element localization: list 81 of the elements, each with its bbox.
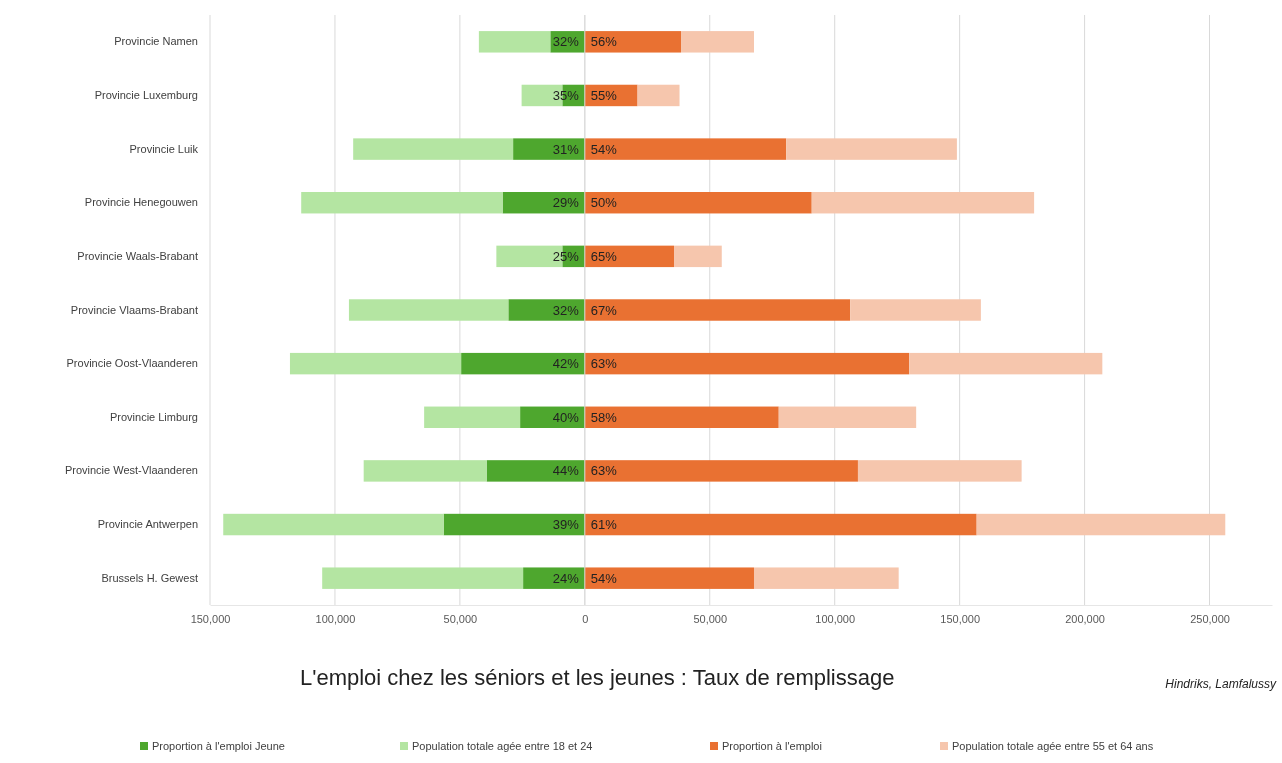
y-tick-label: Provincie Henegouwen xyxy=(84,196,198,209)
bar xyxy=(584,352,910,375)
annotation: 67% xyxy=(590,302,618,318)
annotation: 32% xyxy=(552,34,580,50)
annotation: 29% xyxy=(552,195,580,211)
annotation: 42% xyxy=(552,356,580,372)
annotation: 31% xyxy=(552,141,580,157)
bar xyxy=(584,513,977,536)
y-tick-label: Provincie Vlaams-Brabant xyxy=(70,303,198,316)
bar xyxy=(637,84,680,107)
annotation: 50% xyxy=(590,195,618,211)
legend-label: Proportion à l'emploi Jeune xyxy=(152,740,285,752)
bar xyxy=(753,567,899,589)
bar xyxy=(353,138,514,160)
text: Hindriks, Lamfalussy xyxy=(1165,677,1277,691)
bar xyxy=(584,299,851,321)
bar xyxy=(508,299,585,321)
annotation: 65% xyxy=(590,248,618,264)
bar xyxy=(289,352,462,375)
bar xyxy=(584,406,779,428)
annotation: 55% xyxy=(590,88,618,103)
annotation: 61% xyxy=(590,517,618,533)
bar xyxy=(523,567,585,589)
x-tick-label: 150,000 xyxy=(190,612,231,625)
x-tick-label: 250,000 xyxy=(1190,612,1230,625)
bar xyxy=(681,31,754,53)
legend-label: Proportion à l'emploi xyxy=(722,740,822,752)
bar xyxy=(584,567,754,589)
y-tick-label: Provincie Antwerpen xyxy=(97,518,198,531)
bar xyxy=(786,138,957,160)
legend-label: Population totale agée entre 18 et 24 xyxy=(412,740,593,752)
x-tick-label: 100,000 xyxy=(315,612,356,625)
annotation: 40% xyxy=(552,409,580,425)
bar xyxy=(478,31,551,53)
bar xyxy=(513,138,585,160)
x-tick-label: 0 xyxy=(582,612,589,625)
bar xyxy=(223,513,444,536)
x-tick-label: 50,000 xyxy=(693,612,728,625)
y-tick-label: Provincie Luik xyxy=(129,142,199,155)
legend-label: Population totale agée entre 55 et 64 ans xyxy=(952,740,1154,752)
x-tick-label: 100,000 xyxy=(815,612,856,625)
bar xyxy=(363,460,487,482)
bar xyxy=(348,299,509,321)
bar xyxy=(424,406,521,428)
annotation: 63% xyxy=(590,356,618,372)
text: L'emploi chez les séniors et les jeunes : Taux de remplissage xyxy=(300,665,895,690)
annotation: 44% xyxy=(552,463,580,479)
x-tick-label: 50,000 xyxy=(443,612,478,625)
annotation: 54% xyxy=(590,141,618,157)
annotation: 56% xyxy=(590,34,618,50)
bar xyxy=(461,352,585,375)
bar xyxy=(584,192,812,214)
bar xyxy=(301,192,503,214)
bar xyxy=(857,460,1022,482)
bar xyxy=(909,352,1103,375)
y-tick-label: Provincie Luxemburg xyxy=(94,88,198,101)
bar xyxy=(850,299,981,321)
annotation: 63% xyxy=(590,463,618,479)
bar xyxy=(674,245,722,268)
bar xyxy=(486,460,585,482)
y-tick-label: Provincie West-Vlaanderen xyxy=(64,464,198,477)
bar xyxy=(584,138,787,160)
annotation: 58% xyxy=(590,409,618,425)
x-tick-label: 150,000 xyxy=(940,612,981,625)
y-tick-label: Provincie Limburg xyxy=(109,410,198,423)
annotation: 24% xyxy=(552,570,580,586)
bar xyxy=(811,192,1035,214)
y-tick-label: Provincie Namen xyxy=(114,35,198,48)
x-tick-label: 200,000 xyxy=(1065,612,1105,625)
bar xyxy=(778,406,917,428)
y-tick-label: Brussels H. Gewest xyxy=(101,571,198,584)
bar xyxy=(322,567,524,589)
bar xyxy=(443,513,585,536)
annotation: 54% xyxy=(590,570,618,586)
bar xyxy=(976,513,1226,536)
bar xyxy=(584,460,858,482)
annotation: 32% xyxy=(552,302,580,318)
annotation: 39% xyxy=(552,517,580,533)
bar xyxy=(584,31,682,53)
y-tick-label: Provincie Oost-Vlaanderen xyxy=(66,357,198,370)
y-tick-label: Provincie Waals-Brabant xyxy=(77,249,198,262)
